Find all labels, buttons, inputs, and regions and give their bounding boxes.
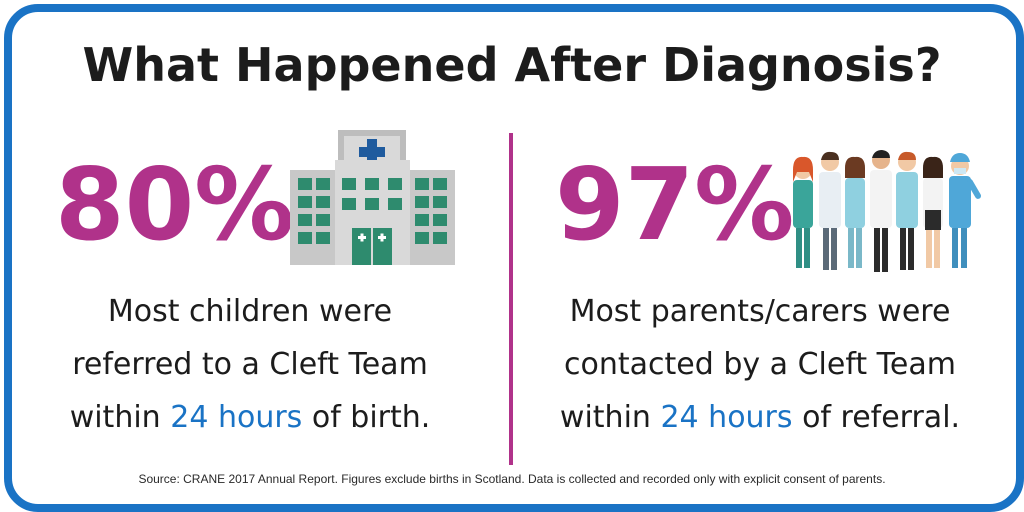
referral-line-3-pre: within [69, 400, 171, 435]
column-divider [509, 133, 513, 465]
contact-highlight: 24 hours [660, 400, 793, 435]
referral-line-3: within 24 hours of birth. [15, 391, 485, 444]
stat-referral-percent: 80% [55, 146, 295, 263]
stat-contact-percent: 97% [555, 146, 795, 263]
page-title: What Happened After Diagnosis? [82, 38, 942, 92]
referral-description: Most children were referred to a Cleft T… [15, 285, 485, 444]
source-footnote: Source: CRANE 2017 Annual Report. Figure… [138, 472, 886, 486]
contact-line-1: Most parents/carers were [569, 294, 951, 329]
contact-description: Most parents/carers were contacted by a … [525, 285, 995, 444]
referral-highlight: 24 hours [170, 400, 303, 435]
contact-line-3: within 24 hours of referral. [525, 391, 995, 444]
medical-staff-icon [793, 150, 981, 272]
hospital-icon [290, 130, 455, 265]
referral-line-2: referred to a Cleft Team [72, 347, 428, 382]
contact-line-3-pre: within [559, 400, 661, 435]
referral-line-3-post: of birth. [302, 400, 431, 435]
referral-line-1: Most children were [107, 294, 393, 329]
contact-line-2: contacted by a Cleft Team [564, 347, 956, 382]
contact-line-3-post: of referral. [792, 400, 961, 435]
